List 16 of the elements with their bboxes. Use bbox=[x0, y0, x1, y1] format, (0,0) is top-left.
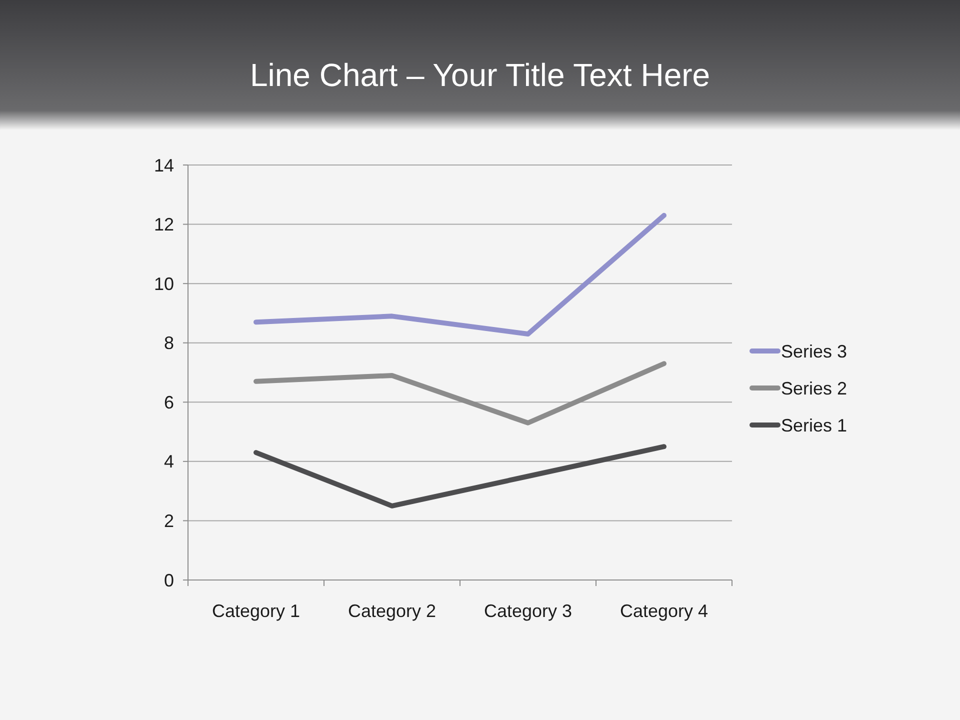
x-tick-label: Category 3 bbox=[484, 601, 572, 621]
x-tick-label: Category 4 bbox=[620, 601, 708, 621]
y-tick-label: 12 bbox=[154, 214, 174, 235]
legend-label: Series 3 bbox=[781, 341, 848, 362]
y-tick-label: 2 bbox=[164, 511, 174, 532]
y-tick-label: 14 bbox=[154, 155, 174, 176]
x-tick-label: Category 2 bbox=[348, 601, 436, 621]
y-tick-label: 10 bbox=[154, 274, 174, 294]
x-tick-label: Category 1 bbox=[212, 601, 300, 621]
y-tick-label: 4 bbox=[164, 452, 174, 472]
chart-title: Line Chart – Your Title Text Here bbox=[250, 57, 710, 93]
y-tick-label: 6 bbox=[164, 392, 174, 412]
legend-label: Series 2 bbox=[781, 378, 848, 398]
legend-label: Series 1 bbox=[781, 415, 848, 436]
y-tick-label: 8 bbox=[164, 333, 174, 354]
y-tick-label: 0 bbox=[164, 570, 174, 590]
